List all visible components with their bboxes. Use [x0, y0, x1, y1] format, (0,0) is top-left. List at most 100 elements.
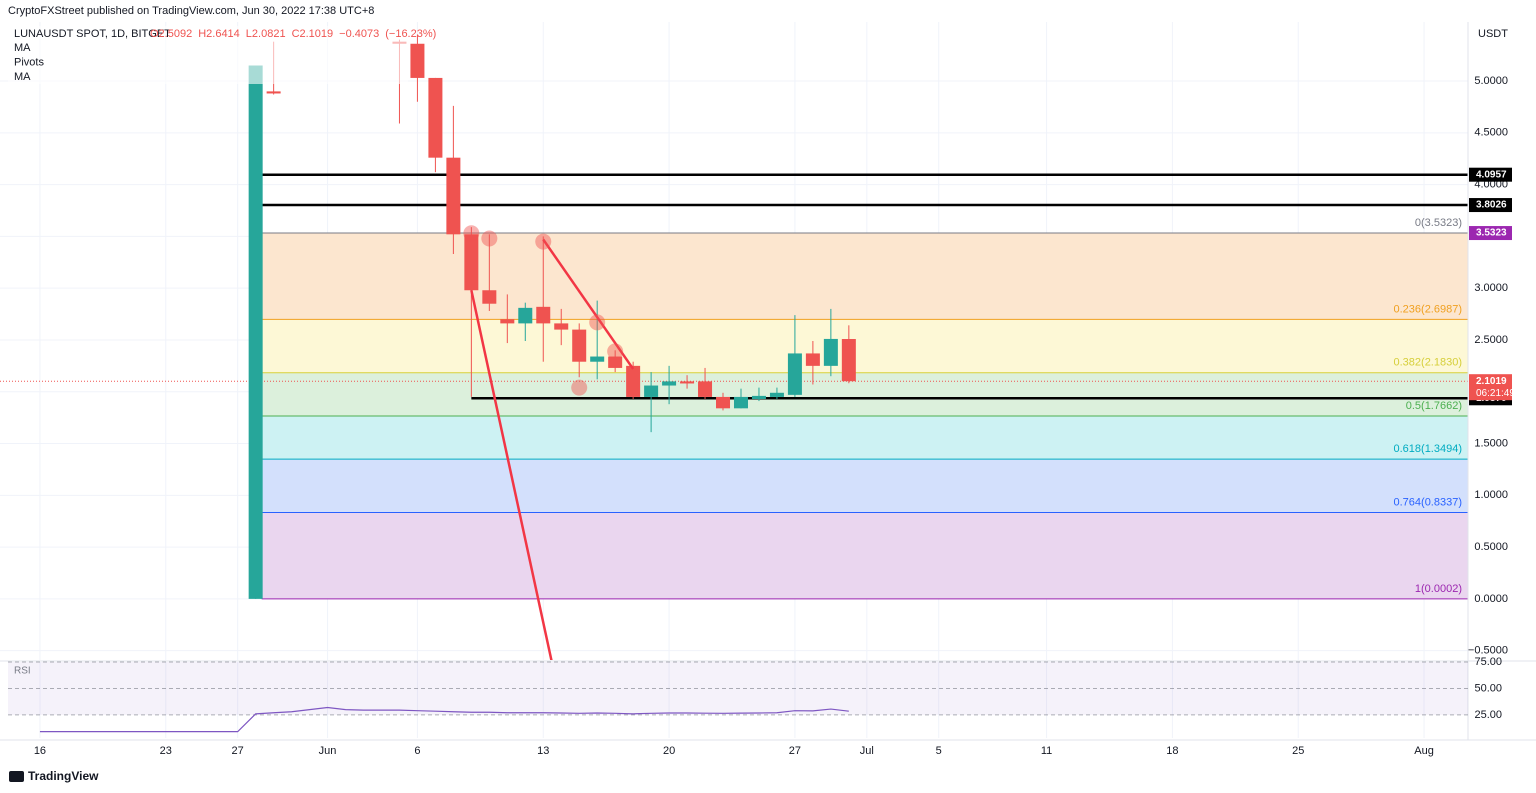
y-tick-label: 5.0000 — [1474, 75, 1508, 87]
candle-body — [769, 392, 784, 397]
fib-label: 0(3.5323) — [1415, 217, 1462, 229]
price-tag — [1469, 374, 1512, 401]
fib-band — [261, 233, 1468, 320]
indicator-name: MA — [14, 71, 31, 83]
ohlc-value: H2.6414 — [198, 28, 240, 40]
y-tick-label: 1.0000 — [1474, 489, 1508, 501]
brand: TradingView — [28, 769, 99, 783]
candle-body — [787, 353, 802, 395]
candle-body — [751, 395, 766, 399]
brand-logo — [9, 771, 24, 782]
candle-body — [446, 157, 461, 235]
candle-body — [518, 307, 533, 324]
candle-body — [464, 234, 479, 291]
price-tag — [1469, 198, 1512, 213]
fib-label: 0.764(0.8337) — [1394, 496, 1463, 508]
candle-body — [410, 43, 425, 78]
x-tick-label: 25 — [1292, 745, 1304, 757]
fib-band — [261, 319, 1468, 373]
candle-body — [428, 77, 443, 158]
x-tick-label: 11 — [1041, 745, 1052, 757]
x-tick-label: 18 — [1166, 745, 1178, 757]
y-tick-label: 0.5000 — [1474, 541, 1508, 553]
candle-body — [536, 306, 551, 324]
candle-body — [608, 356, 623, 368]
x-tick-label: 27 — [232, 745, 244, 757]
x-tick-label: 6 — [414, 745, 420, 757]
pivot-marker — [481, 230, 498, 247]
x-tick-label: 5 — [936, 745, 942, 757]
pivot-marker — [571, 379, 588, 396]
candle-body — [554, 323, 569, 330]
pivot-marker — [607, 343, 624, 360]
y-tick-label: 0.0000 — [1474, 593, 1508, 605]
pivot-marker — [463, 225, 480, 242]
trendline — [542, 238, 635, 370]
candle-body — [733, 396, 748, 409]
indicator-name: Pivots — [14, 56, 44, 68]
x-tick-label: Aug — [1414, 745, 1434, 757]
fib-band — [261, 415, 1468, 460]
y-tick-label: −0.5000 — [1468, 645, 1508, 657]
fib-label: 0.382(2.1830) — [1394, 357, 1463, 369]
x-tick-label: Jul — [860, 745, 874, 757]
price-pane: 0(3.5323) 0.236(2.6987) 0.382(2.1830) 0.5(1… — [0, 22, 1468, 660]
price-tag-label: 4.0957 — [1476, 169, 1507, 180]
fib-label: 1(0.0002) — [1415, 583, 1462, 595]
fib-band — [261, 372, 1468, 416]
y-tick-label: 4.5000 — [1474, 127, 1508, 139]
y-tick-label: 50.00 — [1474, 682, 1502, 694]
rsi-line — [39, 706, 849, 733]
countdown: 06:21:49 — [1476, 388, 1515, 399]
candle-body — [644, 385, 659, 397]
x-tick-label: 16 — [34, 745, 46, 757]
candle-body — [698, 381, 713, 397]
unit: USDT — [1478, 28, 1508, 40]
candle-body — [248, 65, 263, 599]
y-tick-label: 1.5000 — [1474, 437, 1508, 449]
candle-body — [716, 396, 731, 409]
indicator-name: MA — [14, 42, 31, 54]
price-tag-label: 3.5323 — [1476, 228, 1507, 239]
candle-body — [805, 353, 820, 366]
trendline — [470, 289, 553, 660]
y-tick-label: 25.00 — [1474, 709, 1502, 721]
price-tag-label: 2.1019 — [1476, 376, 1507, 387]
candle-body — [823, 338, 838, 366]
publisher: CryptoFXStreet published on TradingView.… — [8, 5, 374, 17]
ohlc-value: C2.1019 — [292, 28, 334, 40]
price-tag — [1469, 226, 1512, 241]
symbol-title: LUNAUSDT SPOT, 1D, BITGET — [14, 28, 171, 40]
ohlc-value: O2.5092 — [150, 28, 192, 40]
candle-body — [841, 339, 856, 382]
fib-band — [261, 459, 1468, 513]
fib-band — [261, 512, 1468, 599]
x-tick-label: 13 — [537, 745, 549, 757]
y-tick-label: 3.0000 — [1474, 282, 1508, 294]
fib-label: 0.618(1.3494) — [1394, 443, 1463, 455]
fib-label: 0.5(1.7662) — [1406, 400, 1462, 412]
candle-body — [626, 365, 641, 397]
ohlc-value: −0.4073 — [339, 28, 379, 40]
candle-body — [590, 356, 605, 362]
y-tick-label: 2.5000 — [1474, 334, 1508, 346]
ohlc-value: L2.0821 — [246, 28, 286, 40]
fib-label: 0.236(2.6987) — [1394, 303, 1463, 315]
x-tick-label: 23 — [160, 745, 172, 757]
candle-body — [500, 319, 515, 324]
candle-body — [572, 329, 587, 362]
x-tick-label: Jun — [319, 745, 337, 757]
rsi-title: RSI — [14, 666, 31, 677]
candle-body — [266, 91, 281, 94]
price-tag-label: 3.8026 — [1476, 200, 1507, 211]
x-tick-label: 20 — [663, 745, 675, 757]
pivot-marker — [589, 314, 606, 331]
candle-body — [482, 290, 497, 304]
candle-body — [662, 381, 677, 386]
price-tag — [1469, 167, 1512, 182]
y-tick-label: 75.00 — [1474, 656, 1502, 668]
candle-body — [680, 381, 695, 384]
legend-backdrop — [8, 26, 408, 84]
pivot-marker — [535, 233, 552, 250]
